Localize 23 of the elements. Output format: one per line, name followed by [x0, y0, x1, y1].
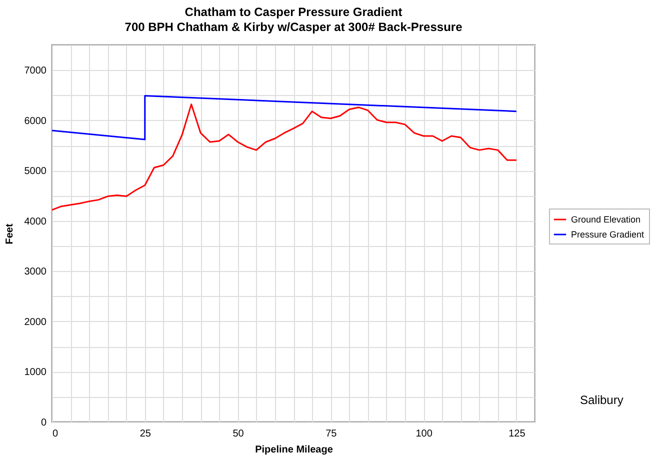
x-tick-label: 0 — [52, 428, 58, 440]
legend-label: Ground Elevation — [571, 214, 641, 224]
x-tick-label: 125 — [508, 428, 526, 440]
legend-label: Pressure Gradient — [571, 230, 645, 240]
chart-title: Chatham to Casper Pressure Gradient — [184, 5, 402, 19]
x-tick-label: 100 — [416, 428, 433, 440]
y-tick-label: 0 — [40, 418, 47, 428]
y-tick-label: 2000 — [24, 316, 47, 328]
y-tick-label: 1000 — [24, 367, 47, 378]
line-series — [52, 95, 518, 140]
y-tick-label: 4000 — [24, 216, 47, 228]
text: Salibury — [580, 393, 624, 407]
chart-subtitle: 700 BPH Chatham & Kirby w/Casper at 300# Back-Pressure — [124, 20, 463, 34]
y-tick-label: 3000 — [24, 266, 47, 278]
y-tick-label: 6000 — [24, 116, 47, 127]
x-tick-label: 75 — [326, 428, 338, 440]
y-tick-label: 5000 — [24, 166, 47, 178]
x-tick-label: 25 — [140, 428, 152, 440]
y-tick-label: 7000 — [24, 66, 47, 77]
x-axis-title: Pipeline Mileage — [255, 444, 334, 456]
line-series — [52, 104, 518, 211]
y-axis-title: Feet — [4, 223, 16, 244]
x-tick-label: 50 — [232, 428, 244, 440]
